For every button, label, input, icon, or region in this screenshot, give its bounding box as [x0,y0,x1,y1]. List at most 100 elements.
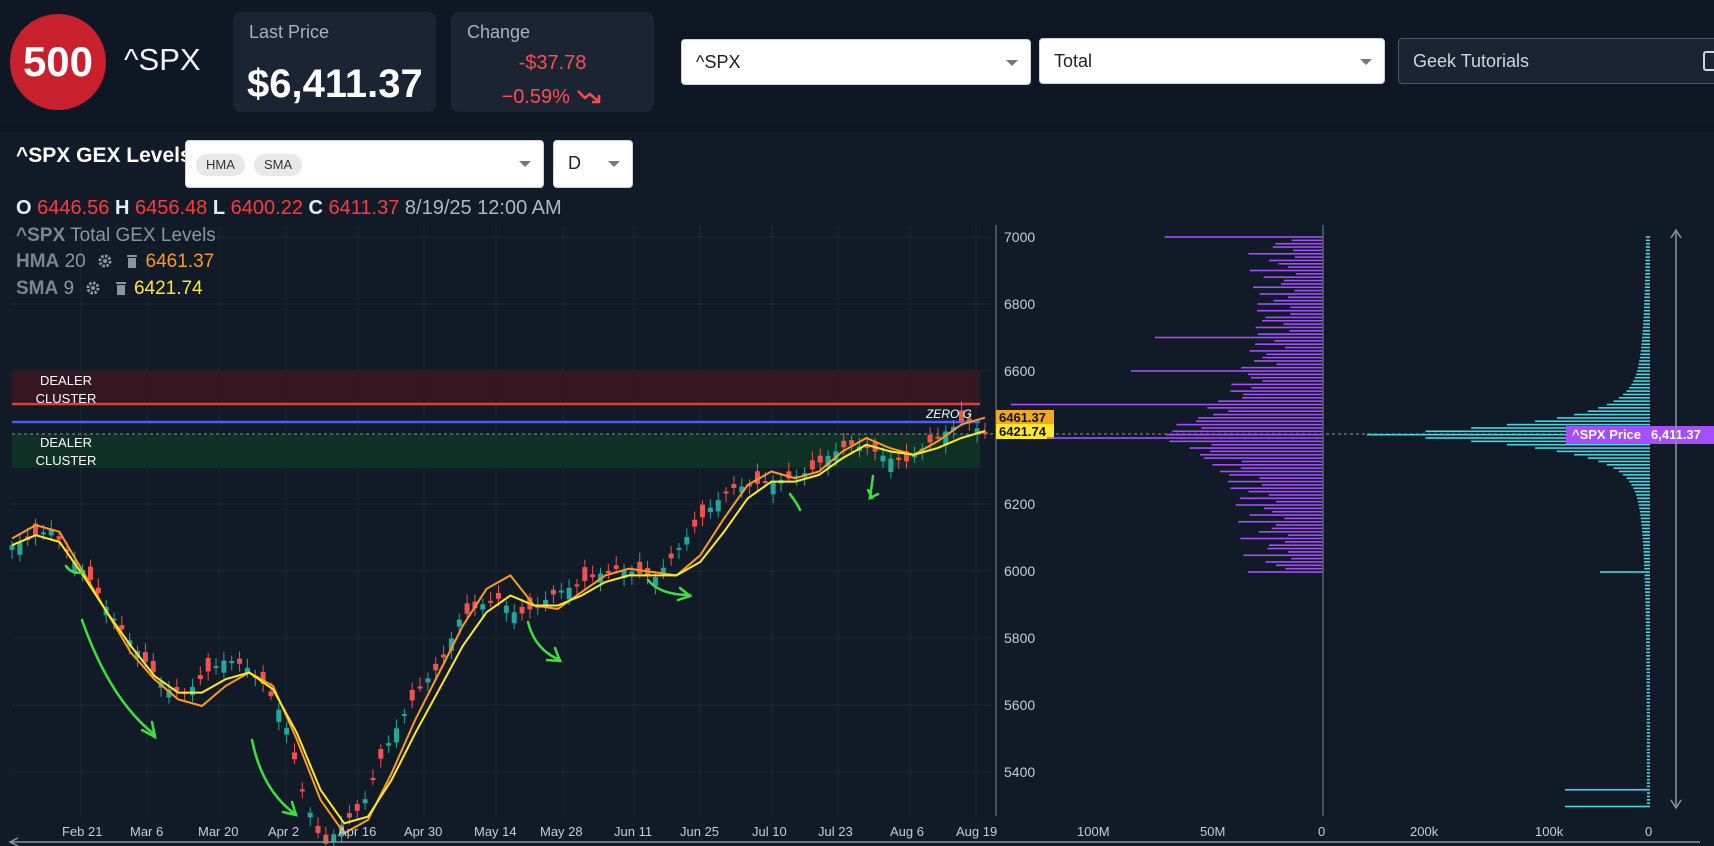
symbol-select[interactable]: ^SPX [681,39,1031,85]
gex-bar [1242,397,1323,399]
volume-bar [1646,772,1650,774]
gear-icon[interactable] [97,253,113,269]
timeframe-value: D [568,153,581,173]
candle-body [205,657,211,672]
volume-bar [1644,584,1650,587]
volume-bar [1635,373,1650,376]
candle-body [456,619,462,627]
gex-bar [1291,239,1323,242]
volume-bar [1646,641,1650,644]
x-tick-label: Apr 30 [404,824,442,839]
candle-body [974,428,980,435]
volume-bar [1643,319,1650,322]
gex-bar [1241,460,1323,463]
gex-x-tick: 0 [1318,824,1325,839]
volume-bar [1506,423,1650,426]
gex-type-select[interactable]: Total [1039,38,1385,84]
gear-icon[interactable] [85,280,101,296]
candle-body [315,825,321,833]
candle-body [119,625,125,630]
volume-bar [1646,778,1650,781]
candle-body [786,471,792,479]
gex-bar [1275,524,1323,526]
candle-body [95,587,101,594]
volume-bar [1639,360,1650,362]
volume-bar [1646,711,1650,714]
volume-bar [1637,500,1650,503]
candle-body [864,444,870,448]
volume-bar [1646,728,1650,731]
gex-chart[interactable]: 7000 6800 6600 6200 6000 5800 5600 5400 … [0,222,1714,846]
candle-body [582,567,588,582]
candle-body [605,570,611,573]
close-label: C [308,197,323,219]
volume-bar [1646,795,1650,798]
volume-bar [1644,574,1650,577]
volume-bar [1645,256,1650,258]
gex-bar [1255,343,1323,345]
volume-bar [1644,296,1650,299]
tutorial-select[interactable]: Geek Tutorials [1398,38,1714,84]
volume-bar [1646,715,1650,717]
candle-body [354,804,360,811]
indicator-select[interactable]: HMA SMA [185,140,544,188]
gex-bar [1210,450,1323,453]
gex-bar [1263,276,1323,278]
volume-bar [1367,433,1650,436]
gex-bar [1218,400,1323,402]
trash-icon[interactable] [113,280,129,296]
volume-bar [1645,263,1650,265]
horizontal-scrollbar[interactable] [8,837,1700,846]
low-value: 6400.22 [230,197,303,219]
x-tick-label: Feb 21 [62,824,102,839]
change-absolute: -$37.78 [518,52,587,74]
gex-bar [1258,531,1323,533]
vertical-scrollbar[interactable] [1670,228,1682,810]
gex-bar [1269,544,1323,546]
candle-body [849,440,855,446]
x-tick-label: Jun 11 [614,824,652,839]
change-card: Change -$37.78 −0.59% [451,12,654,112]
gex-bar [1265,561,1323,563]
indicator-chip-sma[interactable]: SMA [254,154,303,176]
panel-title: ^SPX GEX Levels [16,144,192,167]
trash-icon[interactable] [124,253,140,269]
bar-date: 8/19/25 12:00 AM [404,197,562,219]
candle-body [488,600,494,603]
dealer-cluster-bottom-line1: DEALER [39,435,93,450]
volume-bar [1646,768,1650,771]
candle-body [911,455,917,458]
legend-hma-name: HMA [16,251,60,272]
candle-body [142,652,148,662]
volume-bar [1425,430,1650,433]
expand-icon [1703,51,1714,71]
candle-body [378,748,384,759]
volume-bar [1644,581,1650,583]
candle-body [558,590,564,593]
gex-bar [1198,417,1323,419]
candle-body [817,455,823,463]
candle-body [511,612,517,624]
timeframe-select[interactable]: D [553,140,633,188]
chevron-down-icon [1360,59,1372,65]
candle-body [441,654,447,658]
gex-bar [1285,346,1323,349]
volume-bar [1646,654,1650,657]
high-value: 6456.48 [135,197,208,219]
candle-body [480,604,486,610]
volume-bar [1646,735,1650,737]
candle-body [958,410,964,423]
candle-body [213,666,219,669]
candle-body [613,565,619,569]
volume-bar [1556,417,1650,419]
gex-bar [1272,246,1323,248]
volume-bar [1646,634,1650,637]
indicator-chip-hma[interactable]: HMA [196,154,245,176]
volume-bar [1646,725,1650,727]
volume-bar [1646,678,1650,680]
gex-bar [1294,289,1323,292]
candle-body [174,686,180,691]
gex-bar [1291,557,1323,560]
gex-bar [1172,430,1323,433]
gex-bar [1213,413,1323,416]
